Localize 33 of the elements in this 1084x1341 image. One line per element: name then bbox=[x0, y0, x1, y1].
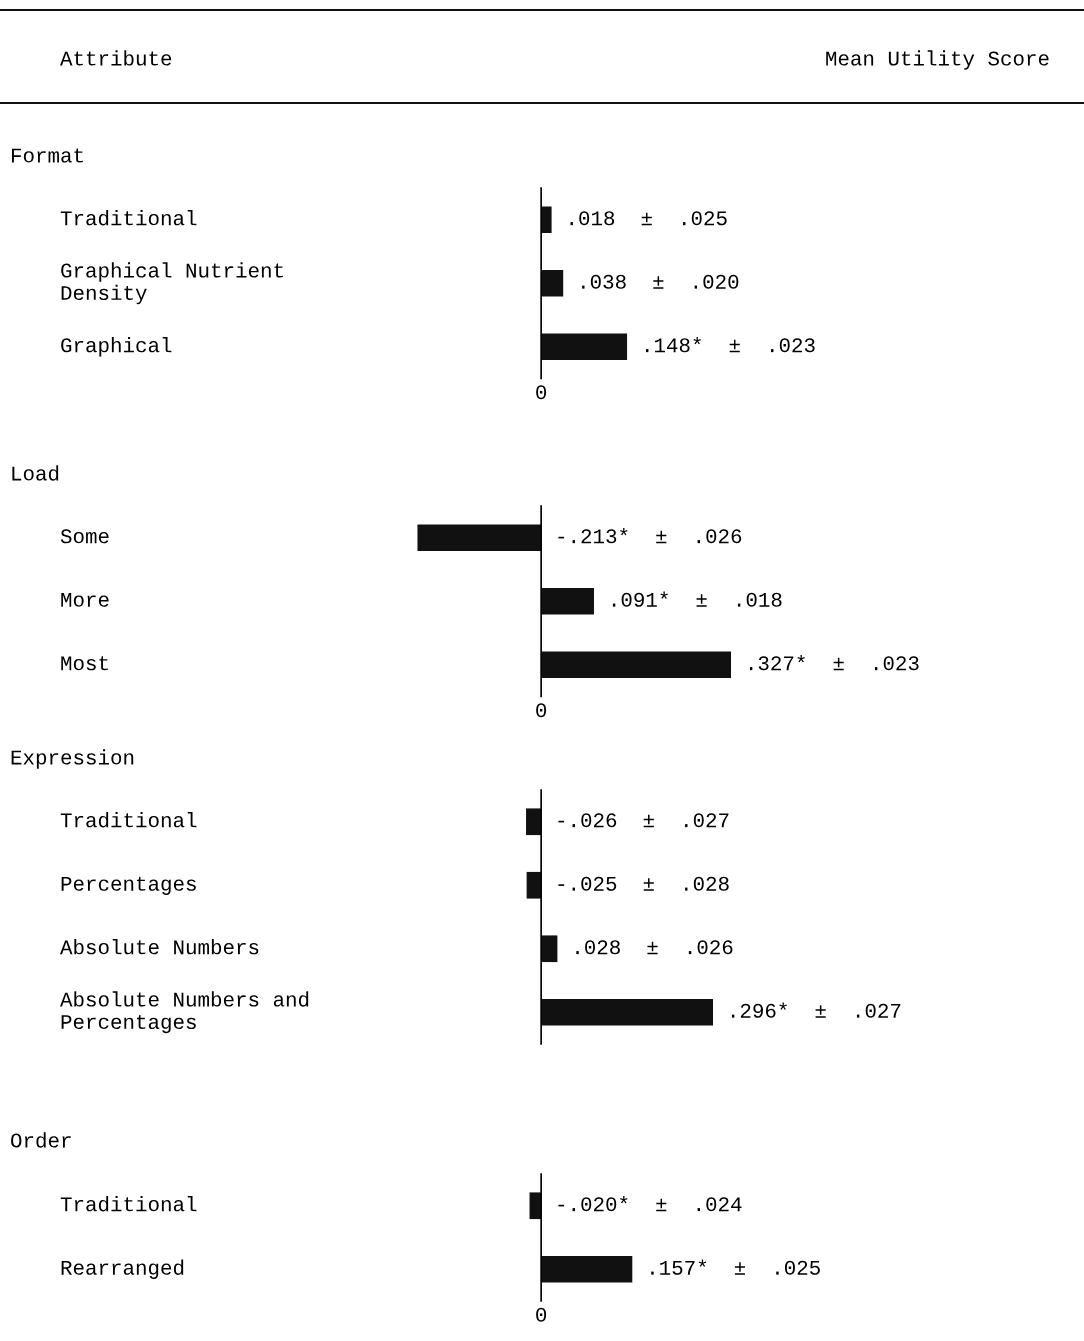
data-label: -.026 ± .027 bbox=[558, 813, 729, 828]
data-label: .018 ± .025 bbox=[570, 211, 727, 226]
y-tick-label: Absolute Numbers bbox=[60, 939, 259, 955]
y-tick-label: Rearranged bbox=[61, 1259, 184, 1279]
y-tick-label: More bbox=[61, 592, 109, 607]
text: 0 bbox=[536, 1307, 547, 1322]
data-label: .028 ± .026 bbox=[576, 940, 733, 955]
y-tick-label: Traditional bbox=[60, 1196, 197, 1212]
data-label: .157* ± .025 bbox=[651, 1259, 820, 1275]
text: 0 bbox=[536, 703, 547, 718]
data-label: .327* ± .023 bbox=[749, 655, 919, 671]
y-tick-label: Some bbox=[60, 529, 109, 544]
y-tick-label: Most bbox=[61, 656, 108, 671]
data-label: .296* ± .027 bbox=[731, 1002, 901, 1018]
data-label: .038 ± .020 bbox=[582, 274, 739, 289]
data-label: .091* ± .018 bbox=[612, 591, 782, 607]
text: Order bbox=[11, 1132, 71, 1148]
data-label: -.213* ± .026 bbox=[558, 528, 742, 544]
text: Expression bbox=[11, 749, 134, 769]
data-label: -.020* ± .024 bbox=[558, 1196, 742, 1212]
y-tick-label: Graphical bbox=[61, 337, 172, 357]
y-tick-label: Percentages bbox=[61, 876, 196, 895]
y-tick-label: Absolute Numbers and Percentages bbox=[60, 991, 309, 1034]
text: 0 bbox=[536, 385, 547, 400]
y-tick-label: Traditional bbox=[60, 210, 197, 226]
y-tick-label: Traditional bbox=[60, 812, 197, 828]
text: Attribute bbox=[60, 50, 172, 66]
text: Load bbox=[12, 465, 59, 481]
text: Format bbox=[11, 148, 83, 163]
data-label: .148* ± .023 bbox=[646, 337, 815, 353]
data-label: -.025 ± .028 bbox=[558, 876, 729, 891]
y-tick-label: Graphical Nutrient Density bbox=[61, 262, 283, 305]
text: Mean Utility Score bbox=[826, 50, 1049, 70]
